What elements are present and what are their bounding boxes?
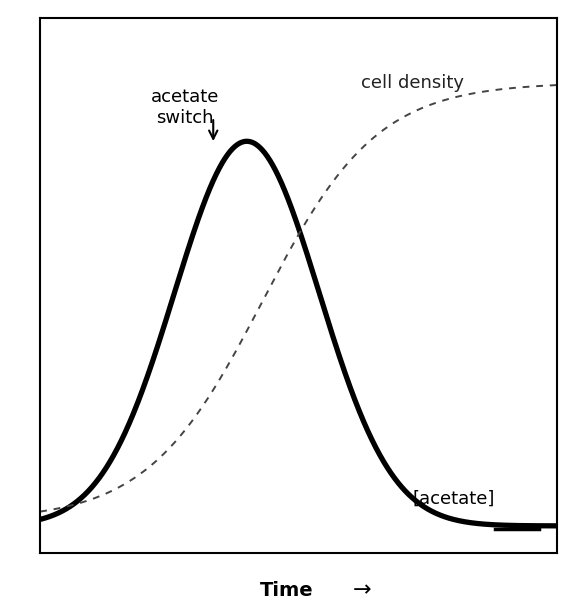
Text: [acetate]: [acetate] xyxy=(412,490,495,508)
Text: Time: Time xyxy=(260,581,314,600)
Text: →: → xyxy=(352,581,371,600)
Text: cell density: cell density xyxy=(360,74,464,91)
Text: acetate
switch: acetate switch xyxy=(150,88,219,126)
